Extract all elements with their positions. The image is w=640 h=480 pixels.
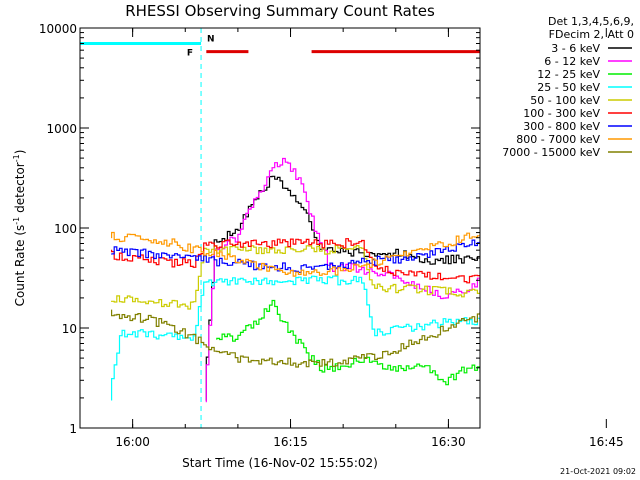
- series-line-3to6keV: [205, 175, 480, 401]
- flag-bars: [80, 28, 480, 428]
- legend-label: 7000 - 15000 keV: [502, 146, 600, 159]
- x-axis-label: Start Time (16-Nov-02 15:55:02): [182, 456, 378, 470]
- legend-label: 3 - 6 keV: [551, 42, 600, 55]
- timestamp: 21-Oct-2021 09:02: [560, 467, 636, 476]
- legend-label: 50 - 100 keV: [530, 94, 600, 107]
- series-line-12to25keV: [216, 299, 480, 386]
- y-tick-label: 10000: [39, 22, 77, 36]
- y-tick-label: 100: [54, 222, 77, 236]
- legend-header-line-1: Det 1,3,4,5,6,9,: [548, 15, 634, 28]
- y-tick-label: 1: [69, 422, 77, 436]
- series-group: [80, 28, 480, 428]
- y-axis-label: Count Rate (s-1 detector-1): [12, 150, 27, 307]
- series-line-7000to15000keV: [111, 309, 480, 368]
- y-axis: 1 10 100 1000 10000: [39, 22, 480, 436]
- y-tick-label: 1000: [46, 122, 77, 136]
- legend-label: 6 - 12 keV: [544, 55, 600, 68]
- chart-title: RHESSI Observing Summary Count Rates: [125, 2, 435, 20]
- x-tick-label: 16:00: [115, 435, 150, 449]
- legend-label: 12 - 25 keV: [537, 68, 600, 81]
- legend-label: 100 - 300 keV: [523, 107, 600, 120]
- plot-area: FN: [80, 28, 480, 428]
- series-line-6to12keV: [205, 157, 480, 403]
- flare-flag-label: F: [187, 49, 193, 59]
- series-line-300to800keV: [111, 239, 480, 273]
- series-line-25to50keV: [111, 275, 480, 401]
- y-tick-label: 10: [62, 322, 77, 336]
- series-line-800to7000keV: [111, 231, 480, 277]
- legend: Det 1,3,4,5,6,9, FDecim 2, Att 0 3 - 6 k…: [502, 15, 634, 159]
- legend-header-line-2: FDecim 2, Att 0: [549, 28, 634, 41]
- series-line-100to300keV: [111, 238, 480, 284]
- plot-frame: [79, 27, 481, 429]
- legend-label: 800 - 7000 keV: [516, 133, 600, 146]
- night-flag-label: N: [207, 34, 215, 44]
- series-line-50to100keV: [111, 244, 480, 310]
- x-tick-label: 16:15: [273, 435, 308, 449]
- x-tick-label: 16:45: [589, 435, 624, 449]
- legend-label: 300 - 800 keV: [523, 120, 600, 133]
- legend-label: 25 - 50 keV: [537, 81, 600, 94]
- x-tick-label: 16:30: [431, 435, 466, 449]
